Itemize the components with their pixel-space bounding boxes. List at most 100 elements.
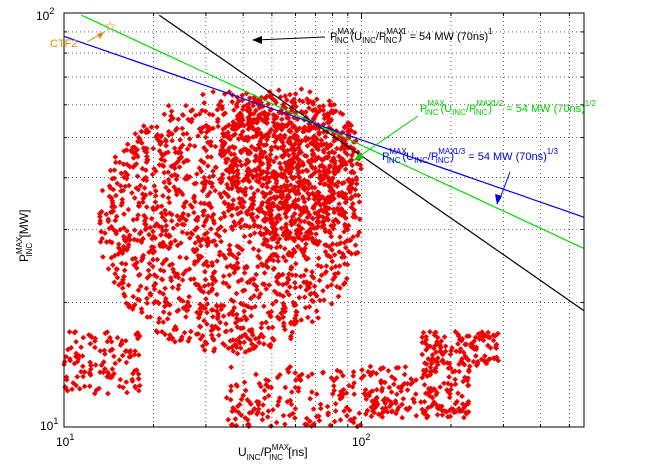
scatter-point <box>228 212 235 219</box>
scatter-point <box>345 248 352 255</box>
scatter-point <box>347 144 354 150</box>
scatter-point <box>301 272 307 279</box>
scatter-point <box>294 243 301 250</box>
scatter-point <box>164 299 170 306</box>
scatter-point <box>135 371 142 377</box>
scatter-point <box>220 313 227 320</box>
scatter-point <box>166 199 173 206</box>
scatter-point <box>117 226 124 233</box>
scatter-point <box>175 149 182 155</box>
scatter-point <box>141 185 148 191</box>
scatter-point <box>226 242 233 249</box>
scatter-point <box>273 226 279 233</box>
scatter-point <box>188 328 194 335</box>
scatter-point <box>255 263 261 270</box>
scatter-point <box>101 347 108 354</box>
scatter-point <box>138 306 145 312</box>
scatter-point <box>148 124 155 131</box>
scatter-point <box>73 338 79 345</box>
scatter-point <box>118 188 124 194</box>
scatter-point <box>180 131 187 137</box>
scatter-point <box>250 245 257 252</box>
scatter-point <box>334 183 340 190</box>
scatter-point <box>278 116 285 123</box>
scatter-point <box>160 319 167 325</box>
scatter-point <box>201 100 208 106</box>
scatter-point <box>322 248 329 255</box>
scatter-point <box>313 154 320 161</box>
scatter-point <box>97 213 103 220</box>
scatter-point <box>259 183 266 189</box>
scatter-point <box>73 382 79 389</box>
scatter-point <box>219 138 226 145</box>
scatter-point <box>149 235 155 242</box>
scatter-point <box>180 214 186 221</box>
scatter-point <box>234 243 241 250</box>
scatter-point <box>215 102 222 108</box>
scatter-point <box>174 221 181 228</box>
scatter-point <box>183 130 190 137</box>
scatter-point <box>212 187 219 194</box>
scatter-point <box>198 242 204 249</box>
scatter-point <box>208 138 214 145</box>
scatter-point <box>280 320 287 326</box>
scatter-point <box>219 171 226 178</box>
scatter-point <box>131 195 138 201</box>
scatter-point <box>191 143 198 149</box>
scatter-point <box>273 244 280 251</box>
scatter-point <box>218 303 224 309</box>
scatter-point <box>308 140 315 147</box>
scatter-point <box>134 237 141 244</box>
scatter-point <box>110 186 117 193</box>
scatter-point <box>243 223 250 229</box>
scatter-point <box>191 261 198 267</box>
scatter-point <box>126 182 132 189</box>
scatter-point <box>103 211 110 218</box>
scatter-point <box>282 93 288 99</box>
scatter-point <box>241 199 247 205</box>
scatter-point <box>150 228 156 235</box>
scatter-point <box>200 91 206 98</box>
scatter-point <box>172 338 178 345</box>
scatter-point <box>352 250 359 257</box>
scatter-point <box>161 179 168 186</box>
scatter-point <box>273 214 279 221</box>
scatter-point <box>245 134 252 141</box>
scatter-point <box>142 192 149 199</box>
scatter-point <box>92 362 99 368</box>
scatter-point <box>160 192 166 199</box>
scatter-point <box>336 263 343 269</box>
scatter-point <box>300 128 306 135</box>
scatter-point <box>203 258 210 265</box>
scatter-point <box>113 192 119 199</box>
scatter-point <box>196 254 203 261</box>
scatter-point <box>260 262 266 269</box>
scatter-point <box>133 161 140 167</box>
scatter-point <box>180 210 187 217</box>
scatter-point <box>284 288 290 295</box>
scatter-point <box>278 123 285 130</box>
scatter-point <box>307 89 313 95</box>
scatter-point <box>348 204 355 211</box>
scatter-point <box>291 320 298 327</box>
scatter-point <box>172 161 178 168</box>
scatter-point <box>326 162 333 169</box>
scatter-point <box>273 99 279 106</box>
scatter-point <box>268 308 275 315</box>
scatter-point <box>170 225 177 232</box>
scatter-point <box>246 178 253 185</box>
scatter-point <box>332 263 339 270</box>
scatter-point <box>210 276 216 283</box>
scatter-point <box>256 179 262 186</box>
scatter-point <box>105 266 112 272</box>
scatter-point <box>316 131 322 138</box>
scatter-point <box>323 144 330 151</box>
scatter-point <box>301 294 308 301</box>
scatter-point <box>203 296 209 302</box>
scatter-point <box>349 152 355 159</box>
scatter-point <box>135 387 142 394</box>
scatter-point <box>294 164 300 171</box>
scatter-point <box>210 88 216 95</box>
scatter-point <box>341 254 348 260</box>
scatter-point <box>208 142 214 149</box>
